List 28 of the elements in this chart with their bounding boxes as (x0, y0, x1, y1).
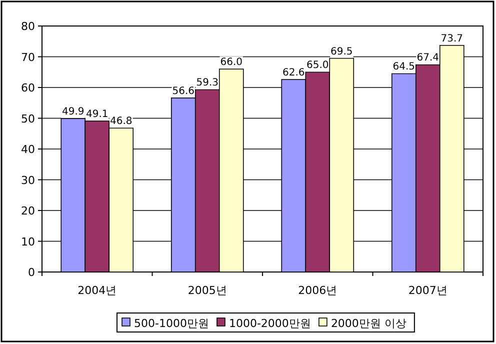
data-label: 64.5 (392, 62, 416, 73)
y-tick-label: 60 (21, 82, 35, 94)
data-label: 62.6 (282, 68, 305, 79)
data-label: 56.6 (172, 86, 195, 97)
data-label: 67.4 (416, 52, 440, 64)
data-label: 73.7 (440, 33, 464, 44)
x-tick-label: 2005년 (188, 284, 227, 297)
y-tick-label: 0 (28, 266, 35, 279)
y-tick-label: 50 (21, 112, 35, 126)
y-tick-label: 20 (21, 204, 35, 218)
y-tick-label: 70 (21, 50, 35, 64)
x-tick-label: 2006년 (298, 284, 338, 297)
x-tick-label: 2007년 (408, 284, 448, 297)
data-label: 59.3 (196, 78, 219, 89)
data-label: 69.5 (330, 46, 353, 58)
data-label: 46.8 (110, 116, 132, 128)
data-label: 66.0 (220, 57, 243, 68)
y-tick-label: 30 (21, 174, 35, 187)
data-label: 49.1 (86, 109, 108, 120)
legend-label: 1000-2000만원 (228, 317, 311, 330)
x-tick-label: 2004년 (78, 284, 117, 297)
legend-label: 500-1000만원 (134, 317, 209, 330)
y-tick-label: 40 (21, 143, 35, 156)
data-label: 65.0 (306, 60, 329, 72)
data-label: 49.9 (62, 106, 84, 118)
y-tick-label: 10 (21, 235, 35, 248)
legend-label: 2000만원 이상 (330, 317, 406, 330)
y-tick-label: 80 (21, 20, 35, 33)
